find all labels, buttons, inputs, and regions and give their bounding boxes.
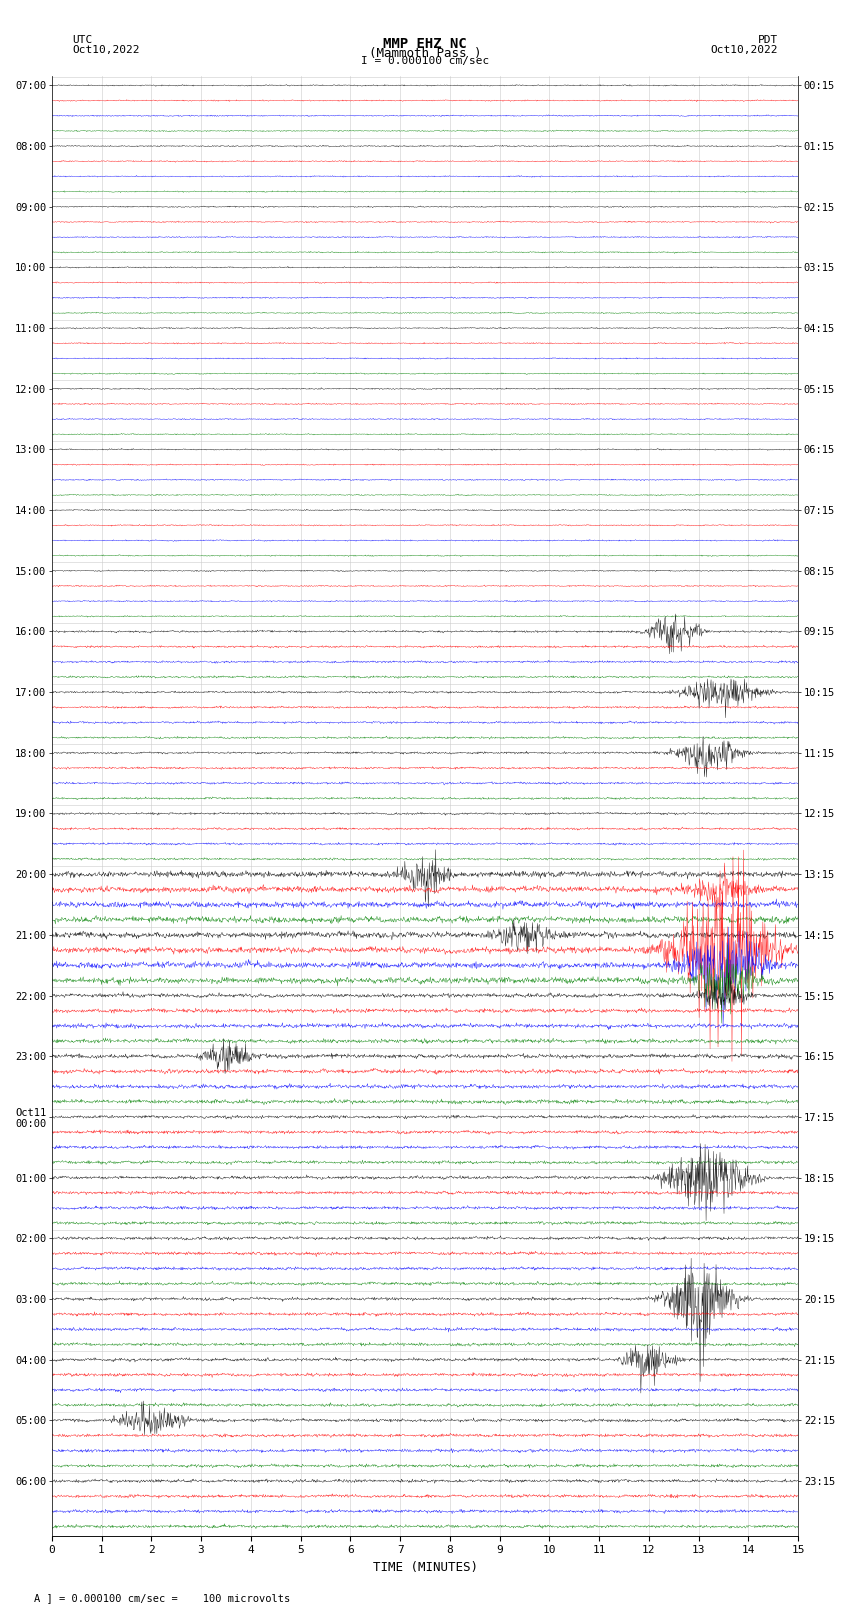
Text: Oct10,2022: Oct10,2022 (72, 45, 139, 55)
Text: PDT: PDT (757, 35, 778, 45)
Text: UTC: UTC (72, 35, 93, 45)
Text: A ] = 0.000100 cm/sec =    100 microvolts: A ] = 0.000100 cm/sec = 100 microvolts (34, 1594, 290, 1603)
Text: (Mammoth Pass ): (Mammoth Pass ) (369, 47, 481, 60)
Text: MMP EHZ NC: MMP EHZ NC (383, 37, 467, 52)
Text: I = 0.000100 cm/sec: I = 0.000100 cm/sec (361, 56, 489, 66)
Text: Oct10,2022: Oct10,2022 (711, 45, 778, 55)
X-axis label: TIME (MINUTES): TIME (MINUTES) (372, 1561, 478, 1574)
